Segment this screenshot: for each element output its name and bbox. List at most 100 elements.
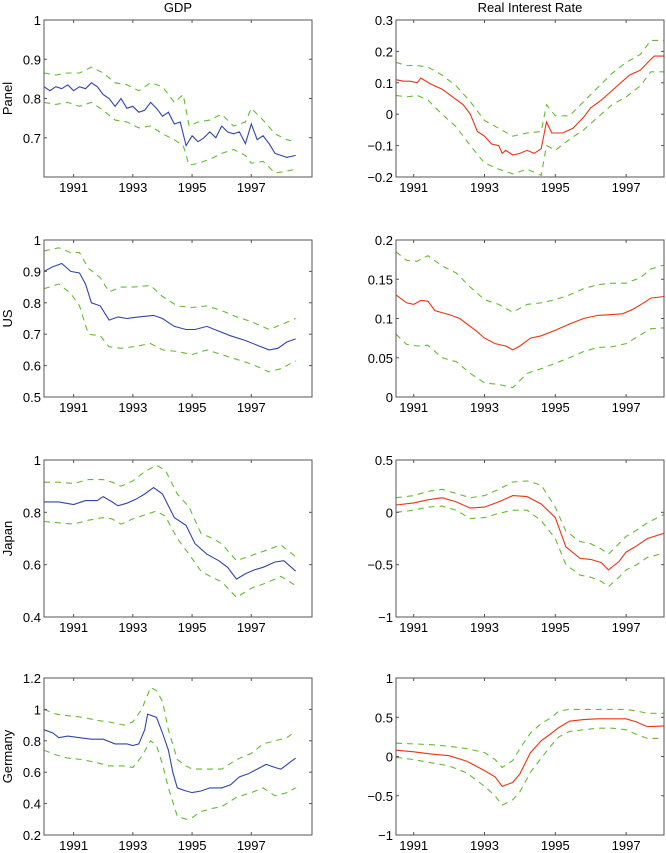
panel-gdp-lower-band-line	[44, 101, 296, 174]
japan-gdp-lower-band-line	[44, 510, 296, 599]
us-rate-ytick-label: 0.15	[368, 272, 393, 287]
japan-gdp-xtick-label: 1991	[59, 620, 88, 635]
panel-rate-lower-band-line	[396, 71, 664, 177]
japan-rate-ytick-label: 0.5	[375, 453, 393, 468]
us-rate-ytick-label: 0.05	[368, 351, 393, 366]
us-gdp-xtick-label: 1991	[59, 400, 88, 415]
japan-rate-axes-box	[395, 459, 665, 618]
panel-gdp-ytick-label: 0.9	[23, 52, 41, 67]
germany-gdp-upper-band-line	[44, 686, 297, 770]
germany-gdp-estimate-line	[44, 713, 297, 794]
panel-rate-ytick-label: 0	[386, 107, 393, 122]
germany-rate-xtick-label: 1995	[541, 838, 570, 853]
us-rate-panel: 1991 1993 1995 1997 0 0.05 0.1 0.15 0.2	[368, 233, 665, 415]
germany-rate-xtick-label: 1991	[399, 838, 428, 853]
germany-gdp-ytick-label: 1.2	[23, 671, 41, 686]
us-rate-xtick-label: 1997	[612, 400, 641, 415]
japan-rate-panel: 1991 1993 1995 1997 −1 −0.5 0 0.5	[367, 453, 665, 635]
germany-rate-upper-band-line	[396, 708, 664, 769]
panel-rate-ytick-label: −0.2	[367, 170, 393, 185]
japan-rate-ytick-label: −0.5	[367, 558, 393, 573]
us-gdp-xtick-label: 1997	[237, 400, 266, 415]
germany-rate-panel: 1991 1993 1995 1997 −1 −0.5 0 0.5 1	[367, 671, 665, 853]
panel-rate-ytick-label: 0.3	[375, 13, 393, 28]
germany-rate-ytick-label: 1	[386, 671, 393, 686]
germany-gdp-ytick-label: 0.8	[23, 734, 41, 749]
japan-gdp-xtick-label: 1995	[178, 620, 207, 635]
germany-rate-xtick-label: 1997	[612, 838, 641, 853]
us-rate-ytick-label: 0.1	[375, 312, 393, 327]
germany-gdp-panel: 1991 1993 1995 1997 0.2 0.4 0.6 0.8 1 1.2 Germany	[0, 671, 313, 853]
japan-rate-ytick-label: 0	[386, 505, 393, 520]
japan-gdp-ylabel: Japan	[0, 521, 15, 556]
panel-rate-axes-box	[395, 19, 665, 178]
panel-rate-ytick-label: 0.1	[375, 76, 393, 91]
japan-gdp-xtick-label: 1997	[237, 620, 266, 635]
germany-gdp-ytick-label: 0.6	[23, 765, 41, 780]
panel-gdp-ytick-label: 1	[34, 13, 41, 28]
panel-gdp-ylabel: Panel	[0, 82, 15, 115]
us-gdp-ytick-label: 0.9	[23, 264, 41, 279]
germany-rate-xtick-label: 1993	[470, 838, 499, 853]
germany-gdp-lower-band-line	[44, 739, 296, 820]
panel-rate-xtick-label: 1995	[541, 180, 570, 195]
us-gdp-upper-band-line	[44, 247, 296, 331]
germany-rate-axes-box	[395, 677, 665, 836]
panel-gdp-estimate-line	[44, 82, 296, 158]
panel-gdp-xtick-label: 1991	[59, 180, 88, 195]
us-rate-axes-box	[395, 239, 665, 398]
japan-rate-xtick-label: 1997	[612, 620, 641, 635]
japan-gdp-axes-box	[43, 459, 313, 618]
germany-rate-estimate-line	[396, 718, 664, 787]
us-rate-estimate-line	[396, 294, 664, 351]
us-gdp-ylabel: US	[0, 309, 15, 327]
us-rate-ytick-label: 0	[386, 390, 393, 405]
japan-rate-lower-band-line	[396, 505, 664, 588]
panel-rate-xtick-label: 1991	[399, 180, 428, 195]
germany-rate-series-group	[396, 708, 664, 806]
us-gdp-xtick-label: 1993	[118, 400, 147, 415]
us-gdp-ytick-label: 0.8	[23, 296, 41, 311]
japan-rate-estimate-line	[396, 495, 664, 571]
us-gdp-lower-band-line	[44, 283, 296, 373]
us-gdp-axes-box	[43, 239, 313, 398]
us-gdp-ytick-label: 1	[34, 233, 41, 248]
japan-gdp-ytick-label: 0.4	[23, 610, 41, 625]
panel-gdp-xtick-label: 1993	[118, 180, 147, 195]
panel-rate-upper-band-line	[396, 39, 664, 137]
us-rate-xtick-label: 1991	[399, 400, 428, 415]
panel-rate-panel: 1991 1993 1995 1997 −0.2 −0.1 0 0.1 0.2 0.3	[367, 13, 665, 195]
germany-rate-lower-band-line	[396, 727, 664, 806]
germany-gdp-xtick-label: 1993	[118, 838, 147, 853]
us-gdp-ytick-label: 0.6	[23, 359, 41, 374]
panel-rate-xtick-label: 1993	[470, 180, 499, 195]
panel-rate-xtick-label: 1997	[612, 180, 641, 195]
japan-gdp-series-group	[44, 464, 297, 599]
germany-gdp-xtick-label: 1991	[59, 838, 88, 853]
germany-rate-ytick-label: 0	[386, 750, 393, 765]
panel-rate-ytick-label: −0.1	[367, 139, 393, 154]
us-gdp-series-group	[44, 247, 296, 373]
panel-rate-estimate-line	[396, 55, 664, 156]
japan-gdp-ytick-label: 0.8	[23, 505, 41, 520]
japan-rate-upper-band-line	[396, 480, 664, 555]
japan-gdp-ytick-label: 1	[34, 453, 41, 468]
japan-gdp-estimate-line	[44, 486, 297, 580]
panel-rate-ytick-label: 0.2	[375, 44, 393, 59]
japan-rate-xtick-label: 1993	[470, 620, 499, 635]
germany-gdp-xtick-label: 1997	[237, 838, 266, 853]
panel-gdp-ytick-label: 0.7	[23, 131, 41, 146]
us-gdp-estimate-line	[44, 262, 296, 351]
panel-gdp-series-group	[44, 66, 296, 174]
japan-rate-xtick-label: 1991	[399, 620, 428, 635]
us-rate-series-group	[396, 251, 664, 389]
us-rate-lower-band-line	[396, 327, 664, 389]
germany-gdp-ytick-label: 0.2	[23, 828, 41, 843]
panel-gdp-xtick-label: 1995	[178, 180, 207, 195]
japan-rate-series-group	[396, 480, 664, 588]
germany-gdp-ylabel: Germany	[0, 729, 15, 783]
us-rate-ytick-label: 0.2	[375, 233, 393, 248]
panel-gdp-xtick-label: 1997	[237, 180, 266, 195]
germany-gdp-ytick-label: 1	[34, 702, 41, 717]
